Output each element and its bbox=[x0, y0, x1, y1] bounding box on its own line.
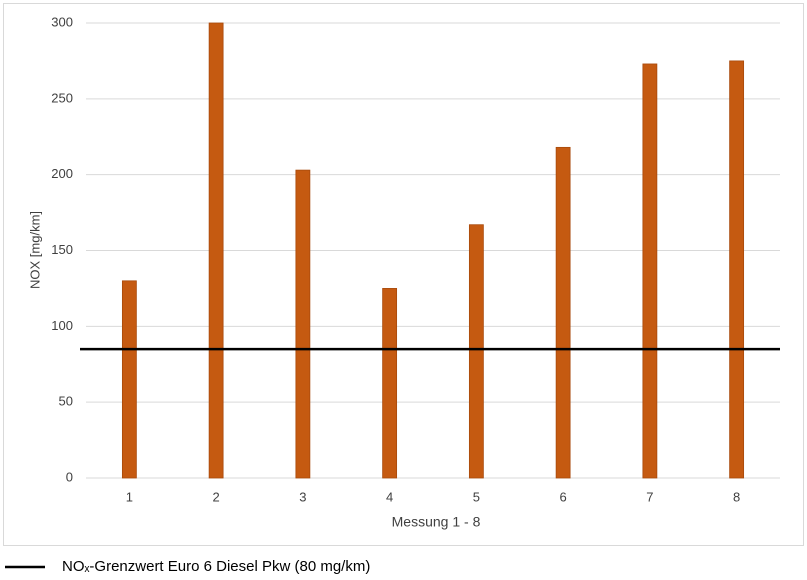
x-tick-label: 7 bbox=[646, 489, 653, 504]
bar bbox=[382, 288, 398, 479]
x-tick-label: 4 bbox=[386, 489, 393, 504]
x-tick-label: 1 bbox=[126, 489, 133, 504]
y-tick-label: 200 bbox=[51, 166, 73, 181]
y-axis-label: NOX [mg/km] bbox=[27, 211, 42, 289]
x-axis-label: Messung 1 - 8 bbox=[392, 514, 481, 530]
bar bbox=[208, 22, 224, 479]
y-tick-label: 100 bbox=[51, 318, 73, 333]
y-tick-label: 0 bbox=[66, 469, 73, 484]
bar bbox=[729, 60, 745, 479]
chart-frame bbox=[3, 3, 804, 546]
x-tick-label: 8 bbox=[733, 489, 740, 504]
x-tick-label: 5 bbox=[473, 489, 480, 504]
x-tick-label: 2 bbox=[213, 489, 220, 504]
x-tick-label: 6 bbox=[560, 489, 567, 504]
bar bbox=[555, 146, 571, 479]
legend-label: NOₓ-Grenzwert Euro 6 Diesel Pkw (80 mg/k… bbox=[62, 558, 370, 575]
bar bbox=[295, 169, 311, 479]
bar bbox=[121, 280, 137, 479]
bar bbox=[468, 224, 484, 479]
y-tick-label: 150 bbox=[51, 242, 73, 257]
y-tick-label: 50 bbox=[59, 394, 73, 409]
y-tick-label: 300 bbox=[51, 14, 73, 29]
y-tick-label: 250 bbox=[51, 90, 73, 105]
x-tick-label: 3 bbox=[299, 489, 306, 504]
bar bbox=[642, 63, 658, 479]
